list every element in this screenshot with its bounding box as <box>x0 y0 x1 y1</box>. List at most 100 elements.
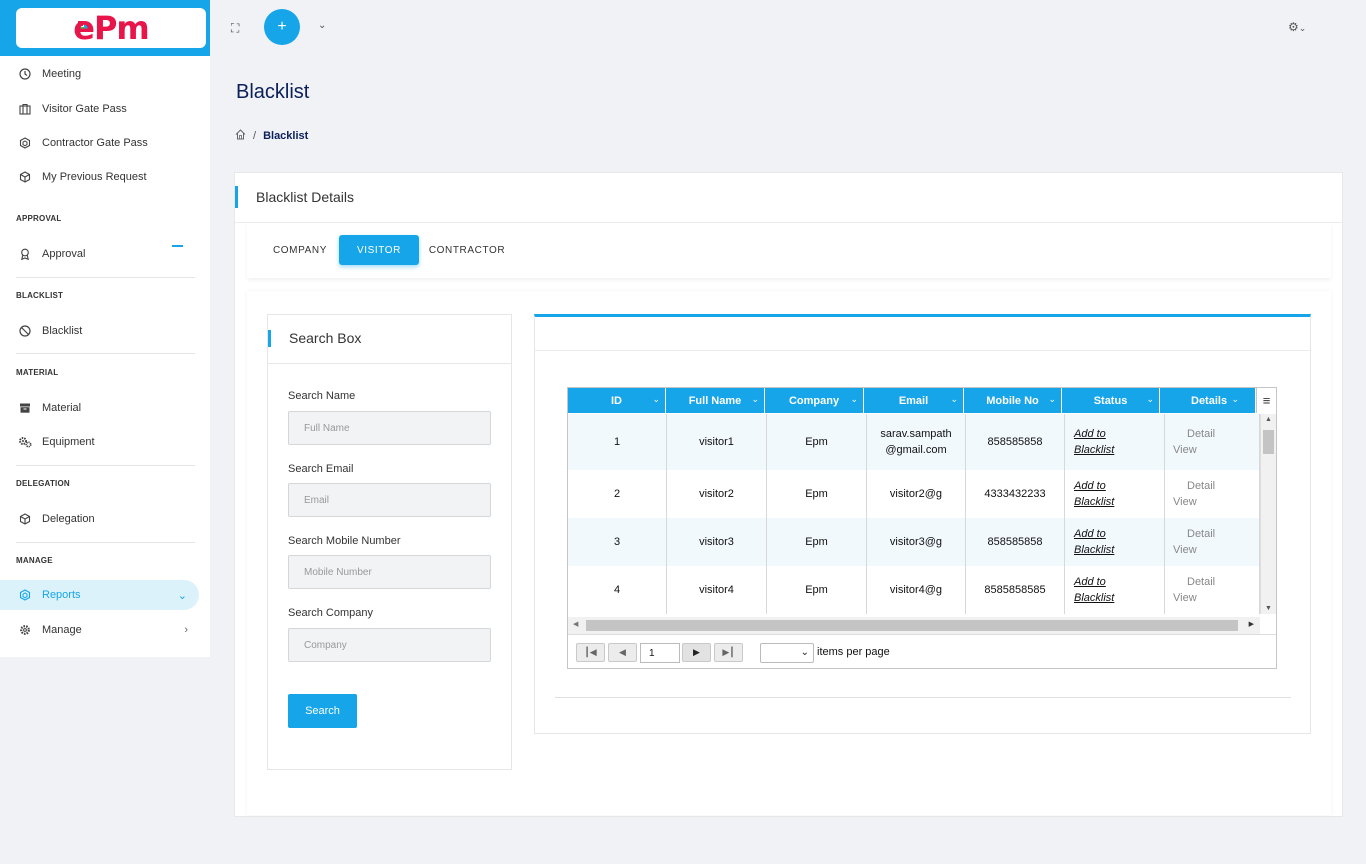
collapse-dash-icon[interactable] <box>172 245 183 247</box>
cell-id: 3 <box>568 518 667 566</box>
column-header-details[interactable]: Details ⌄ <box>1160 388 1256 413</box>
sidebar-item-label: Approval <box>42 248 86 260</box>
first-page-button[interactable]: ┃◀ <box>576 643 605 662</box>
last-page-icon: ▶┃ <box>722 647 735 657</box>
column-menu-icon[interactable]: ⌄ <box>652 394 660 404</box>
detail-view-link[interactable]: Detail View <box>1165 518 1260 566</box>
column-header-full-name[interactable]: Full Name ⌄ <box>666 388 765 413</box>
next-page-button[interactable]: ▶ <box>682 643 711 662</box>
tab-contractor[interactable]: CONTRACTOR <box>428 244 506 256</box>
logo-text: ePm <box>73 9 149 47</box>
vertical-scrollbar[interactable]: ▲ ▼ <box>1260 414 1276 614</box>
page-size-select[interactable]: ⌄ <box>760 643 814 663</box>
sidebar-item-manage[interactable]: Manage › <box>0 615 210 645</box>
detail-view-link[interactable]: Detail View <box>1165 414 1260 470</box>
last-page-button[interactable]: ▶┃ <box>714 643 743 662</box>
divider <box>16 353 195 354</box>
scrollbar-thumb[interactable] <box>1263 430 1274 454</box>
column-menu-icon[interactable]: ⌄ <box>850 394 858 404</box>
sidebar-item-reports[interactable]: Reports ⌄ <box>0 580 199 610</box>
sidebar-item-contractor-gate-pass[interactable]: Contractor Gate Pass <box>0 128 210 158</box>
scroll-right-icon[interactable]: ▶ <box>1248 621 1254 628</box>
visitor-grid: ID ⌄ Full Name ⌄ Company ⌄ Email ⌄ Mobile No… <box>567 387 1277 669</box>
search-company-input[interactable]: Company <box>288 628 491 662</box>
page-number-input[interactable]: 1 <box>640 643 680 663</box>
sidebar-item-visitor-gate-pass[interactable]: Visitor Gate Pass <box>0 94 210 124</box>
table-row[interactable]: 3 visitor3 Epm visitor3@g 858585858 Add … <box>568 518 1260 566</box>
section-title-blacklist: BLACKLIST <box>16 291 64 300</box>
sidebar-item-label: Visitor Gate Pass <box>42 103 127 115</box>
add-to-blacklist-link[interactable]: Add to Blacklist <box>1065 470 1165 518</box>
scroll-up-icon[interactable]: ▲ <box>1265 416 1272 423</box>
prev-page-button[interactable]: ◀ <box>608 643 637 662</box>
scrollbar-thumb[interactable] <box>586 620 1238 631</box>
add-to-blacklist-link[interactable]: Add to Blacklist <box>1065 566 1165 614</box>
horizontal-scrollbar[interactable]: ◀ ▶ <box>568 617 1260 634</box>
sidebar-item-my-previous-request[interactable]: My Previous Request <box>0 162 210 192</box>
expand-icon[interactable]: ⛶ <box>231 21 240 35</box>
scroll-left-icon[interactable]: ◀ <box>573 621 579 628</box>
column-header-status[interactable]: Status ⌄ <box>1062 388 1160 413</box>
section-title-approval: APPROVAL <box>16 214 62 223</box>
cell-email: sarav.sampath@gmail.com <box>867 414 966 470</box>
table-row[interactable]: 4 visitor4 Epm visitor4@g 8585858585 Add… <box>568 566 1260 614</box>
sidebar-item-delegation[interactable]: Delegation <box>0 504 210 534</box>
briefcase-icon <box>18 102 32 116</box>
plus-icon: + <box>277 18 287 35</box>
column-header-mobile-no[interactable]: Mobile No ⌄ <box>964 388 1062 413</box>
add-to-blacklist-link[interactable]: Add to Blacklist <box>1065 518 1165 566</box>
tab-bar: COMPANY VISITOR CONTRACTOR <box>247 223 1331 278</box>
column-header-label: Full Name <box>688 394 742 407</box>
add-button[interactable]: + <box>264 9 300 45</box>
logo[interactable]: ePm <box>16 8 206 48</box>
search-name-input[interactable]: Full Name <box>288 411 491 445</box>
detail-view-link[interactable]: Detail View <box>1165 566 1260 614</box>
cube-network-icon <box>18 136 32 150</box>
clock-icon <box>18 67 32 81</box>
sidebar-item-meeting[interactable]: Meeting <box>0 59 210 89</box>
sidebar-item-material[interactable]: Material <box>0 393 210 423</box>
chevron-down-icon[interactable]: ⌄ <box>318 20 327 31</box>
divider <box>16 277 195 278</box>
search-mobile-label: Search Mobile Number <box>288 535 401 547</box>
column-menu-icon[interactable]: ⌄ <box>950 394 958 404</box>
column-menu-icon[interactable]: ⌄ <box>1231 394 1239 404</box>
cell-email: visitor2@g <box>867 470 966 518</box>
column-menu-icon[interactable]: ⌄ <box>1146 394 1154 404</box>
tab-company[interactable]: COMPANY <box>272 244 328 256</box>
cell-mobile: 4333432233 <box>966 470 1065 518</box>
column-header-email[interactable]: Email ⌄ <box>864 388 964 413</box>
cell-id: 2 <box>568 470 667 518</box>
sidebar-item-label: My Previous Request <box>42 171 147 183</box>
search-button[interactable]: Search <box>288 694 357 728</box>
breadcrumb-separator: / <box>253 130 257 142</box>
sidebar-item-label: Delegation <box>42 513 95 525</box>
add-to-blacklist-link[interactable]: Add to Blacklist <box>1065 414 1165 470</box>
next-page-icon: ▶ <box>693 647 700 657</box>
box-icon <box>18 512 32 526</box>
detail-view-link[interactable]: Detail View <box>1165 470 1260 518</box>
cell-id: 1 <box>568 414 667 470</box>
chevron-down-icon: ⌄ <box>177 589 187 602</box>
column-menu-icon[interactable]: ⌄ <box>751 394 759 404</box>
sidebar-item-approval[interactable]: Approval <box>0 239 210 269</box>
scroll-down-icon[interactable]: ▼ <box>1265 605 1272 612</box>
table-row[interactable]: 2 visitor2 Epm visitor2@g 4333432233 Add… <box>568 470 1260 518</box>
sidebar-item-blacklist[interactable]: Blacklist <box>0 316 210 346</box>
search-email-input[interactable]: Email <box>288 483 491 517</box>
menu-icon[interactable]: ≡ <box>1256 388 1276 413</box>
search-mobile-input[interactable]: Mobile Number <box>288 555 491 589</box>
home-icon[interactable] <box>235 129 246 143</box>
ban-icon <box>18 324 32 338</box>
table-row[interactable]: 1 visitor1 Epm sarav.sampath@gmail.com 8… <box>568 414 1260 470</box>
tab-visitor[interactable]: VISITOR <box>339 235 419 265</box>
column-menu-icon[interactable]: ⌄ <box>1048 394 1056 404</box>
column-header-company[interactable]: Company ⌄ <box>765 388 864 413</box>
chevron-right-icon: › <box>184 624 188 636</box>
column-header-id[interactable]: ID ⌄ <box>568 388 666 413</box>
gear-icon <box>18 623 32 637</box>
cell-full-name: visitor4 <box>667 566 767 614</box>
sidebar-item-equipment[interactable]: Equipment <box>0 427 210 457</box>
settings-menu[interactable]: ⚙⌄ <box>1288 20 1306 34</box>
cell-mobile: 858585858 <box>966 414 1065 470</box>
